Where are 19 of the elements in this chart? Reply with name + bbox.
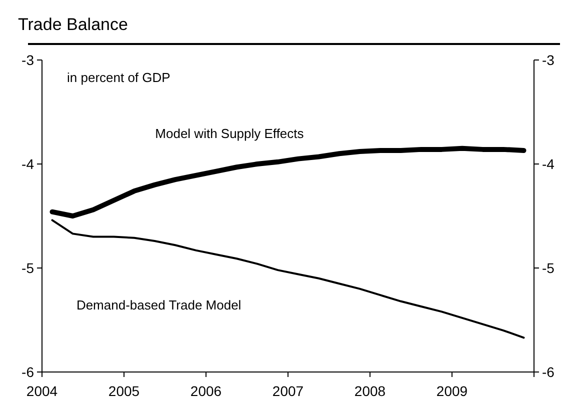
x-tick-label: 2005 bbox=[108, 383, 140, 399]
y-tick-label: -6 bbox=[22, 364, 34, 380]
text: in percent of GDP bbox=[67, 70, 170, 85]
line-series bbox=[51, 219, 525, 339]
y2-tick-label: -5 bbox=[542, 260, 555, 276]
y-tick-label: -4 bbox=[22, 156, 34, 172]
series-label: Model with Supply Effects bbox=[155, 126, 304, 141]
y-tick-label: -5 bbox=[22, 260, 34, 276]
x-tick-label: 2007 bbox=[272, 383, 304, 399]
y2-tick-label: -4 bbox=[542, 156, 555, 172]
x-tick-label: 2006 bbox=[190, 383, 222, 399]
y2-tick-label: -3 bbox=[542, 52, 555, 68]
text: Demand-based Trade Model bbox=[76, 298, 242, 313]
y2-tick-label: -6 bbox=[542, 364, 555, 380]
x-tick-label: 2008 bbox=[354, 383, 386, 399]
chart-title: Trade Balance bbox=[18, 15, 128, 34]
x-tick-label: 2004 bbox=[26, 383, 58, 399]
x-tick-label: 2009 bbox=[436, 383, 468, 399]
y-tick-label: -3 bbox=[22, 52, 34, 68]
